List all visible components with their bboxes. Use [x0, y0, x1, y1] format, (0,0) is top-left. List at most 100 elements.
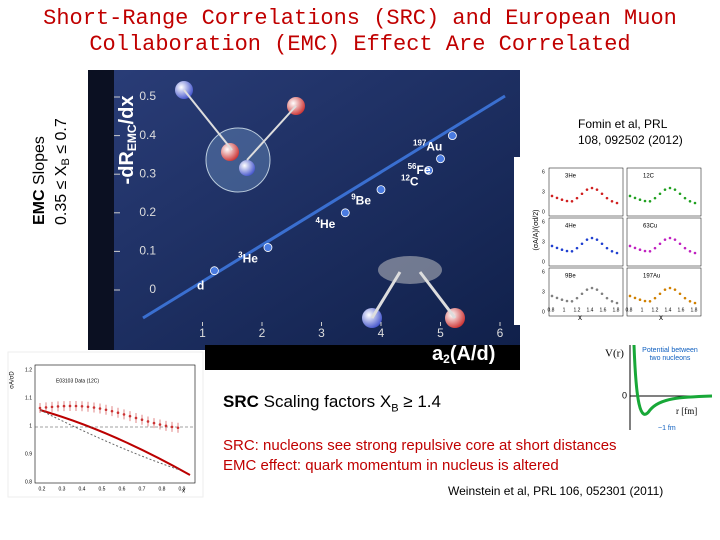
inset-curve: [39, 409, 181, 471]
element-symbol: d: [197, 279, 204, 293]
inset-dot: [152, 421, 156, 425]
element-symbol: He: [243, 252, 259, 266]
src-heading: SRC Scaling factors XB ≥ 1.4: [223, 392, 441, 414]
inset-dot: [673, 238, 677, 241]
y-axis-label: -dREMC/dx: [116, 96, 139, 185]
inset-dot: [134, 416, 138, 420]
inset-dot: [560, 298, 564, 302]
inset-dot: [653, 246, 657, 250]
inset-dot: [615, 201, 619, 205]
inset-dot: [146, 420, 150, 423]
inset-dot: [628, 244, 632, 248]
inset-dot: [605, 296, 609, 300]
inset-dot: [555, 296, 559, 300]
inset-x-tick-label: 0.9: [179, 486, 186, 492]
inset-y-tick-label: 3: [542, 239, 545, 245]
point-label: 3He: [238, 251, 258, 266]
mass-number: 197: [413, 139, 427, 148]
mass-number: 3: [238, 251, 243, 260]
inset-dot: [688, 299, 692, 303]
inset-dot: [605, 196, 609, 200]
inset-background: [7, 351, 204, 498]
inset-background: [514, 157, 710, 325]
inset-dot: [653, 296, 657, 300]
inset-dot: [663, 188, 667, 191]
inset-x-tick-label: 0.3: [59, 486, 66, 492]
inset-panel: [626, 167, 702, 217]
mass-number: 4: [316, 216, 321, 225]
inset-dot: [615, 251, 619, 255]
element-symbol: Au: [426, 140, 442, 154]
inset-dot: [565, 299, 569, 303]
inset-dot: [678, 192, 682, 196]
inset-x-label: x: [578, 313, 582, 322]
inset-dot: [116, 411, 120, 415]
inset-y-tick-label: 0.9: [25, 451, 32, 457]
inset-y-tick-label: 0: [542, 209, 545, 215]
panel-label: 3He: [565, 174, 577, 180]
x-tick-label: 6: [497, 326, 504, 340]
inset-dot: [550, 194, 554, 198]
inset-dot: [580, 242, 584, 246]
mass-number: 12: [401, 173, 410, 182]
element-symbol: Fe: [416, 163, 430, 177]
data-point: [447, 131, 457, 141]
inset-y-tick-label: 0.8: [25, 479, 32, 485]
plot-band: [88, 70, 114, 350]
inset-dot: [585, 288, 589, 291]
inset-dot: [38, 406, 42, 410]
inset-x-tick-label: 1.4: [665, 307, 672, 313]
potential-zero: 0: [622, 390, 627, 400]
inset-dot: [600, 242, 604, 246]
inset-dot: [658, 192, 662, 196]
element-symbol: He: [320, 217, 336, 231]
inset-dot: [585, 188, 589, 191]
src-bold: SRC: [223, 392, 259, 411]
inset-dot: [643, 199, 647, 203]
inset-dot: [610, 199, 614, 203]
plot-band: [205, 345, 520, 370]
side-label: EMC Slopes: [31, 136, 48, 225]
inset-dot: [56, 405, 60, 408]
point-label: 9Be: [351, 193, 371, 208]
inset-dot: [673, 288, 677, 291]
panel-label: 63Cu: [643, 224, 657, 230]
nucleus-art: [205, 127, 271, 193]
inset-dot: [570, 299, 574, 303]
inset-y-label: σA/σD: [10, 371, 16, 389]
data-point: [424, 165, 434, 175]
inset-dot: [615, 301, 619, 305]
inset-x-tick-label: 0.7: [139, 486, 146, 492]
nucleon-art: [183, 89, 233, 151]
inset-dot: [104, 408, 108, 412]
inset-x-tick-label: 0.2: [39, 486, 46, 492]
title-line: Short-Range Correlations (SRC) and Europ…: [43, 6, 677, 31]
inset-x-label: x: [182, 489, 185, 495]
potential-x-label: r [fm]: [676, 406, 697, 416]
inset-dot: [565, 249, 569, 253]
inset-dot: [638, 248, 642, 252]
point-label: 4He: [316, 216, 336, 231]
y-tick-label: 0.2: [139, 205, 156, 219]
x-axis-label: a2(A/d): [432, 343, 495, 366]
inset-dot: [580, 292, 584, 296]
inset-panel: [548, 167, 624, 217]
point-label: d: [197, 279, 204, 293]
inset-y-tick-label: 3: [542, 189, 545, 195]
x-tick-label: 2: [259, 326, 266, 340]
inset-x-tick-label: 0.5: [99, 486, 106, 492]
inset-y-tick-label: 0: [542, 309, 545, 315]
statement: EMC effect: quark momentum in nucleus is…: [223, 457, 559, 474]
panel-label: 197Au: [643, 274, 660, 280]
nucleon-art: [418, 271, 457, 319]
inset-dot: [62, 404, 66, 408]
inset-dot: [585, 238, 589, 241]
inset-dot: [633, 196, 637, 200]
inset-dot: [122, 413, 126, 416]
inset-dot: [68, 404, 72, 408]
panel-label: 9Be: [565, 274, 576, 280]
inset-dot: [693, 301, 697, 305]
inset-dot: [610, 249, 614, 253]
nucleon-art: [246, 105, 297, 161]
